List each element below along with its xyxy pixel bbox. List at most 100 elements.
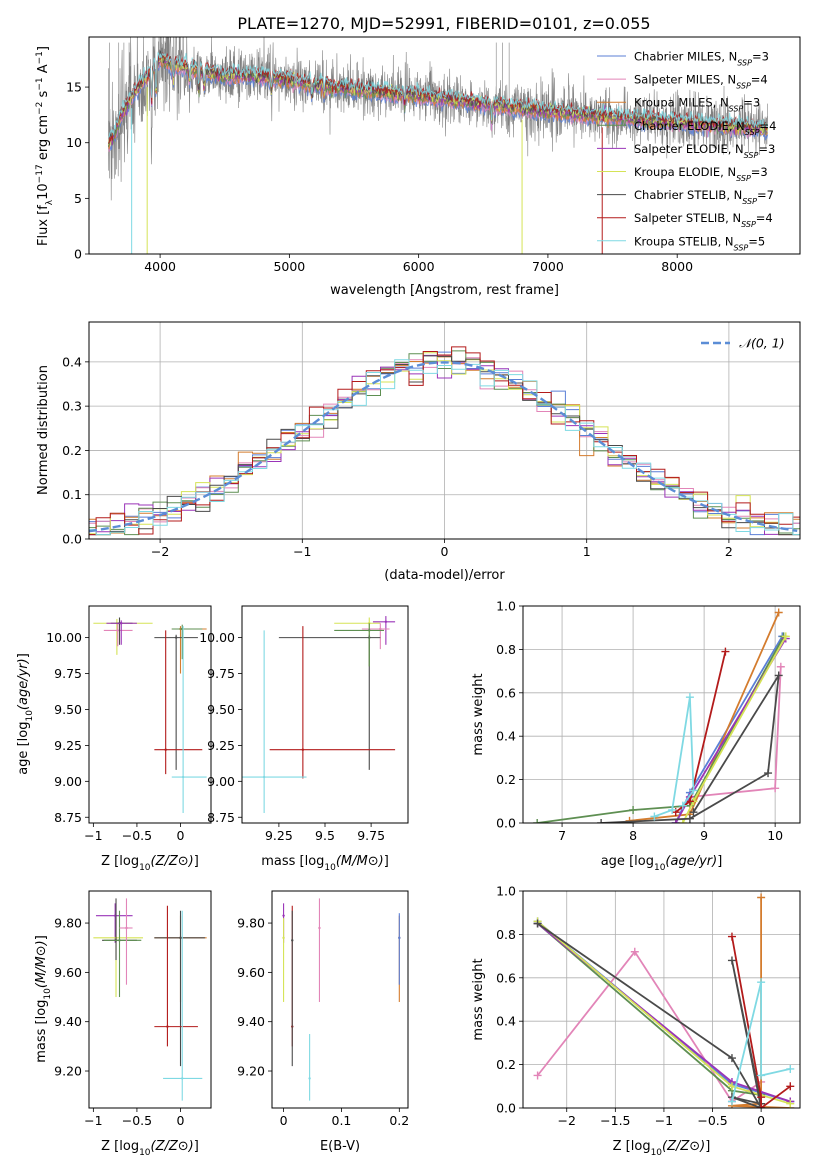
x-tick-label: 1 [583,544,591,559]
y-tick-label: 9.20 [237,1064,265,1079]
mass-weight-marker [786,1065,794,1073]
age-vs-mass-plot-area [242,616,395,813]
y-tick-label: 1.0 [496,599,516,614]
y-tick-label: 0.0 [496,1101,516,1116]
x-tick-label: 4000 [144,259,176,274]
y-tick-label: 9.75 [54,666,82,681]
y-tick-label: 9.75 [207,666,235,681]
x-tick-label: 0 [177,1113,185,1128]
data-point [398,937,400,939]
figure-canvas: PLATE=1270, MJD=52991, FIBERID=0101, z=0… [0,0,819,1170]
age-vs-Z-panel: −1 −0.5 0 8.75 9.00 9.25 9.50 9.75 10.00 Z [log10… [16,606,211,873]
y-tick-label: 9.50 [207,702,235,717]
axes-frame [89,606,211,823]
legend-label: Kroupa STELIB, NSSP=5 [634,234,765,252]
y-tick-label: 0.6 [496,685,516,700]
mass-weight-marker [777,663,785,671]
x-tick-label: 0 [757,1113,765,1128]
mass-vs-EBV-panel: 0 0.1 0.29.209.409.609.80E(B-V) [237,891,409,1154]
x-tick-label: −1 [655,1113,673,1128]
y-axis-label: age [log10(age/yr)] [16,653,35,775]
y-tick-label: 8.75 [54,810,82,825]
y-tick-label: 0.6 [496,970,516,985]
mass-weight-vs-Z-plot-area [523,891,800,1112]
mass-weight-marker [757,894,765,902]
y-tick-label: 9.80 [54,916,82,931]
y-tick-label: 0.1 [62,487,82,502]
mass-vs-EBV-plot-area [282,898,400,1100]
legend-label: Salpeter MILES, NSSP=4 [634,73,768,91]
x-tick-label: −1 [84,828,102,843]
y-tick-label: 0.3 [62,399,82,414]
x-tick-label: 6000 [403,259,435,274]
legend-label: 𝒩(0, 1) [739,336,785,351]
mass-weight-vs-age-plot-area [523,606,800,827]
y-tick-label: 0.4 [496,1014,516,1029]
mass-vs-Z-plot-area [93,898,206,1100]
age-vs-Z-plot-area [93,617,206,812]
y-tick-label: 10.00 [199,630,235,645]
mass-weight-line [537,636,784,823]
figure-title: PLATE=1270, MJD=52991, FIBERID=0101, z=0… [237,14,650,33]
y-tick-label: 10.00 [46,630,82,645]
x-tick-label: 8 [629,828,637,843]
data-point [318,927,320,929]
mass-weight-vs-Z-panel: −2 −1.5 −1 −0.5 0 0.0 0.2 0.4 0.6 0.8 1.0 Z [log10(… [471,884,800,1159]
y-tick-label: 9.20 [54,1064,82,1079]
x-tick-label: 7000 [532,259,564,274]
y-tick-label: 0.2 [62,443,82,458]
data-point [182,776,184,778]
data-point [117,629,119,631]
legend-label: Salpeter STELIB, NSSP=4 [634,211,773,229]
x-tick-label: −0.5 [122,828,152,843]
y-tick-label: 9.40 [54,1014,82,1029]
x-tick-label: 0 [441,544,449,559]
x-tick-label: 0.2 [389,1113,409,1128]
x-axis-label: age [log10(age/yr)] [601,854,723,873]
x-tick-label: 0.1 [332,1113,352,1128]
x-axis-label: Z [log10(Z/Z⊙)] [613,1139,711,1158]
mass-weight-marker [728,933,736,941]
data-point [308,1077,310,1079]
x-tick-label: −1 [293,544,311,559]
axes-frame [242,606,408,823]
y-tick-label: 9.60 [237,965,265,980]
x-axis-label: Z [log10(Z/Z⊙)] [101,1139,199,1158]
y-axis-label: mass weight [471,958,486,1040]
data-point [368,629,370,631]
y-tick-label: 10 [66,135,82,150]
y-tick-label: 9.00 [54,774,82,789]
data-point [179,937,181,939]
y-tick-label: 9.80 [237,916,265,931]
data-point [120,622,122,624]
data-point [175,636,177,638]
y-tick-label: 0.2 [496,772,516,787]
y-tick-label: 0.8 [496,642,516,657]
x-tick-label: 0 [177,828,185,843]
x-tick-label: 0 [280,1113,288,1128]
x-axis-label: (data-model)/error [384,568,505,583]
spectrum-panel: 4000 5000 6000 7000 8000 0 5 10 15 wavelength [An… [35,0,800,298]
data-point [125,927,127,929]
mass-weight-marker [728,956,736,964]
data-point [302,749,304,751]
x-tick-label: 2 [725,544,733,559]
mass-weight-marker [686,693,694,701]
x-axis-label: Z [log10(Z/Z⊙)] [101,854,199,873]
y-tick-label: 0.0 [62,532,82,547]
mass-weight-vs-age-panel: 7 8 9 100.00.20.40.60.81.0age [log10(age/yr… [471,599,800,874]
x-axis-label: wavelength [Angstrom, rest frame] [330,283,559,298]
x-tick-label: 10 [767,828,783,843]
x-tick-label: −0.5 [122,1113,152,1128]
x-tick-label: 5000 [273,259,305,274]
x-tick-label: 8000 [661,259,693,274]
data-point [181,1077,183,1079]
data-point [385,621,387,623]
mass-weight-marker [771,784,779,792]
y-tick-label: 5 [74,191,82,206]
y-tick-label: 8.75 [207,810,235,825]
legend-label: Kroupa ELODIE, NSSP=3 [634,165,768,183]
data-point [282,914,284,916]
data-point [379,628,381,630]
data-point [291,939,293,941]
